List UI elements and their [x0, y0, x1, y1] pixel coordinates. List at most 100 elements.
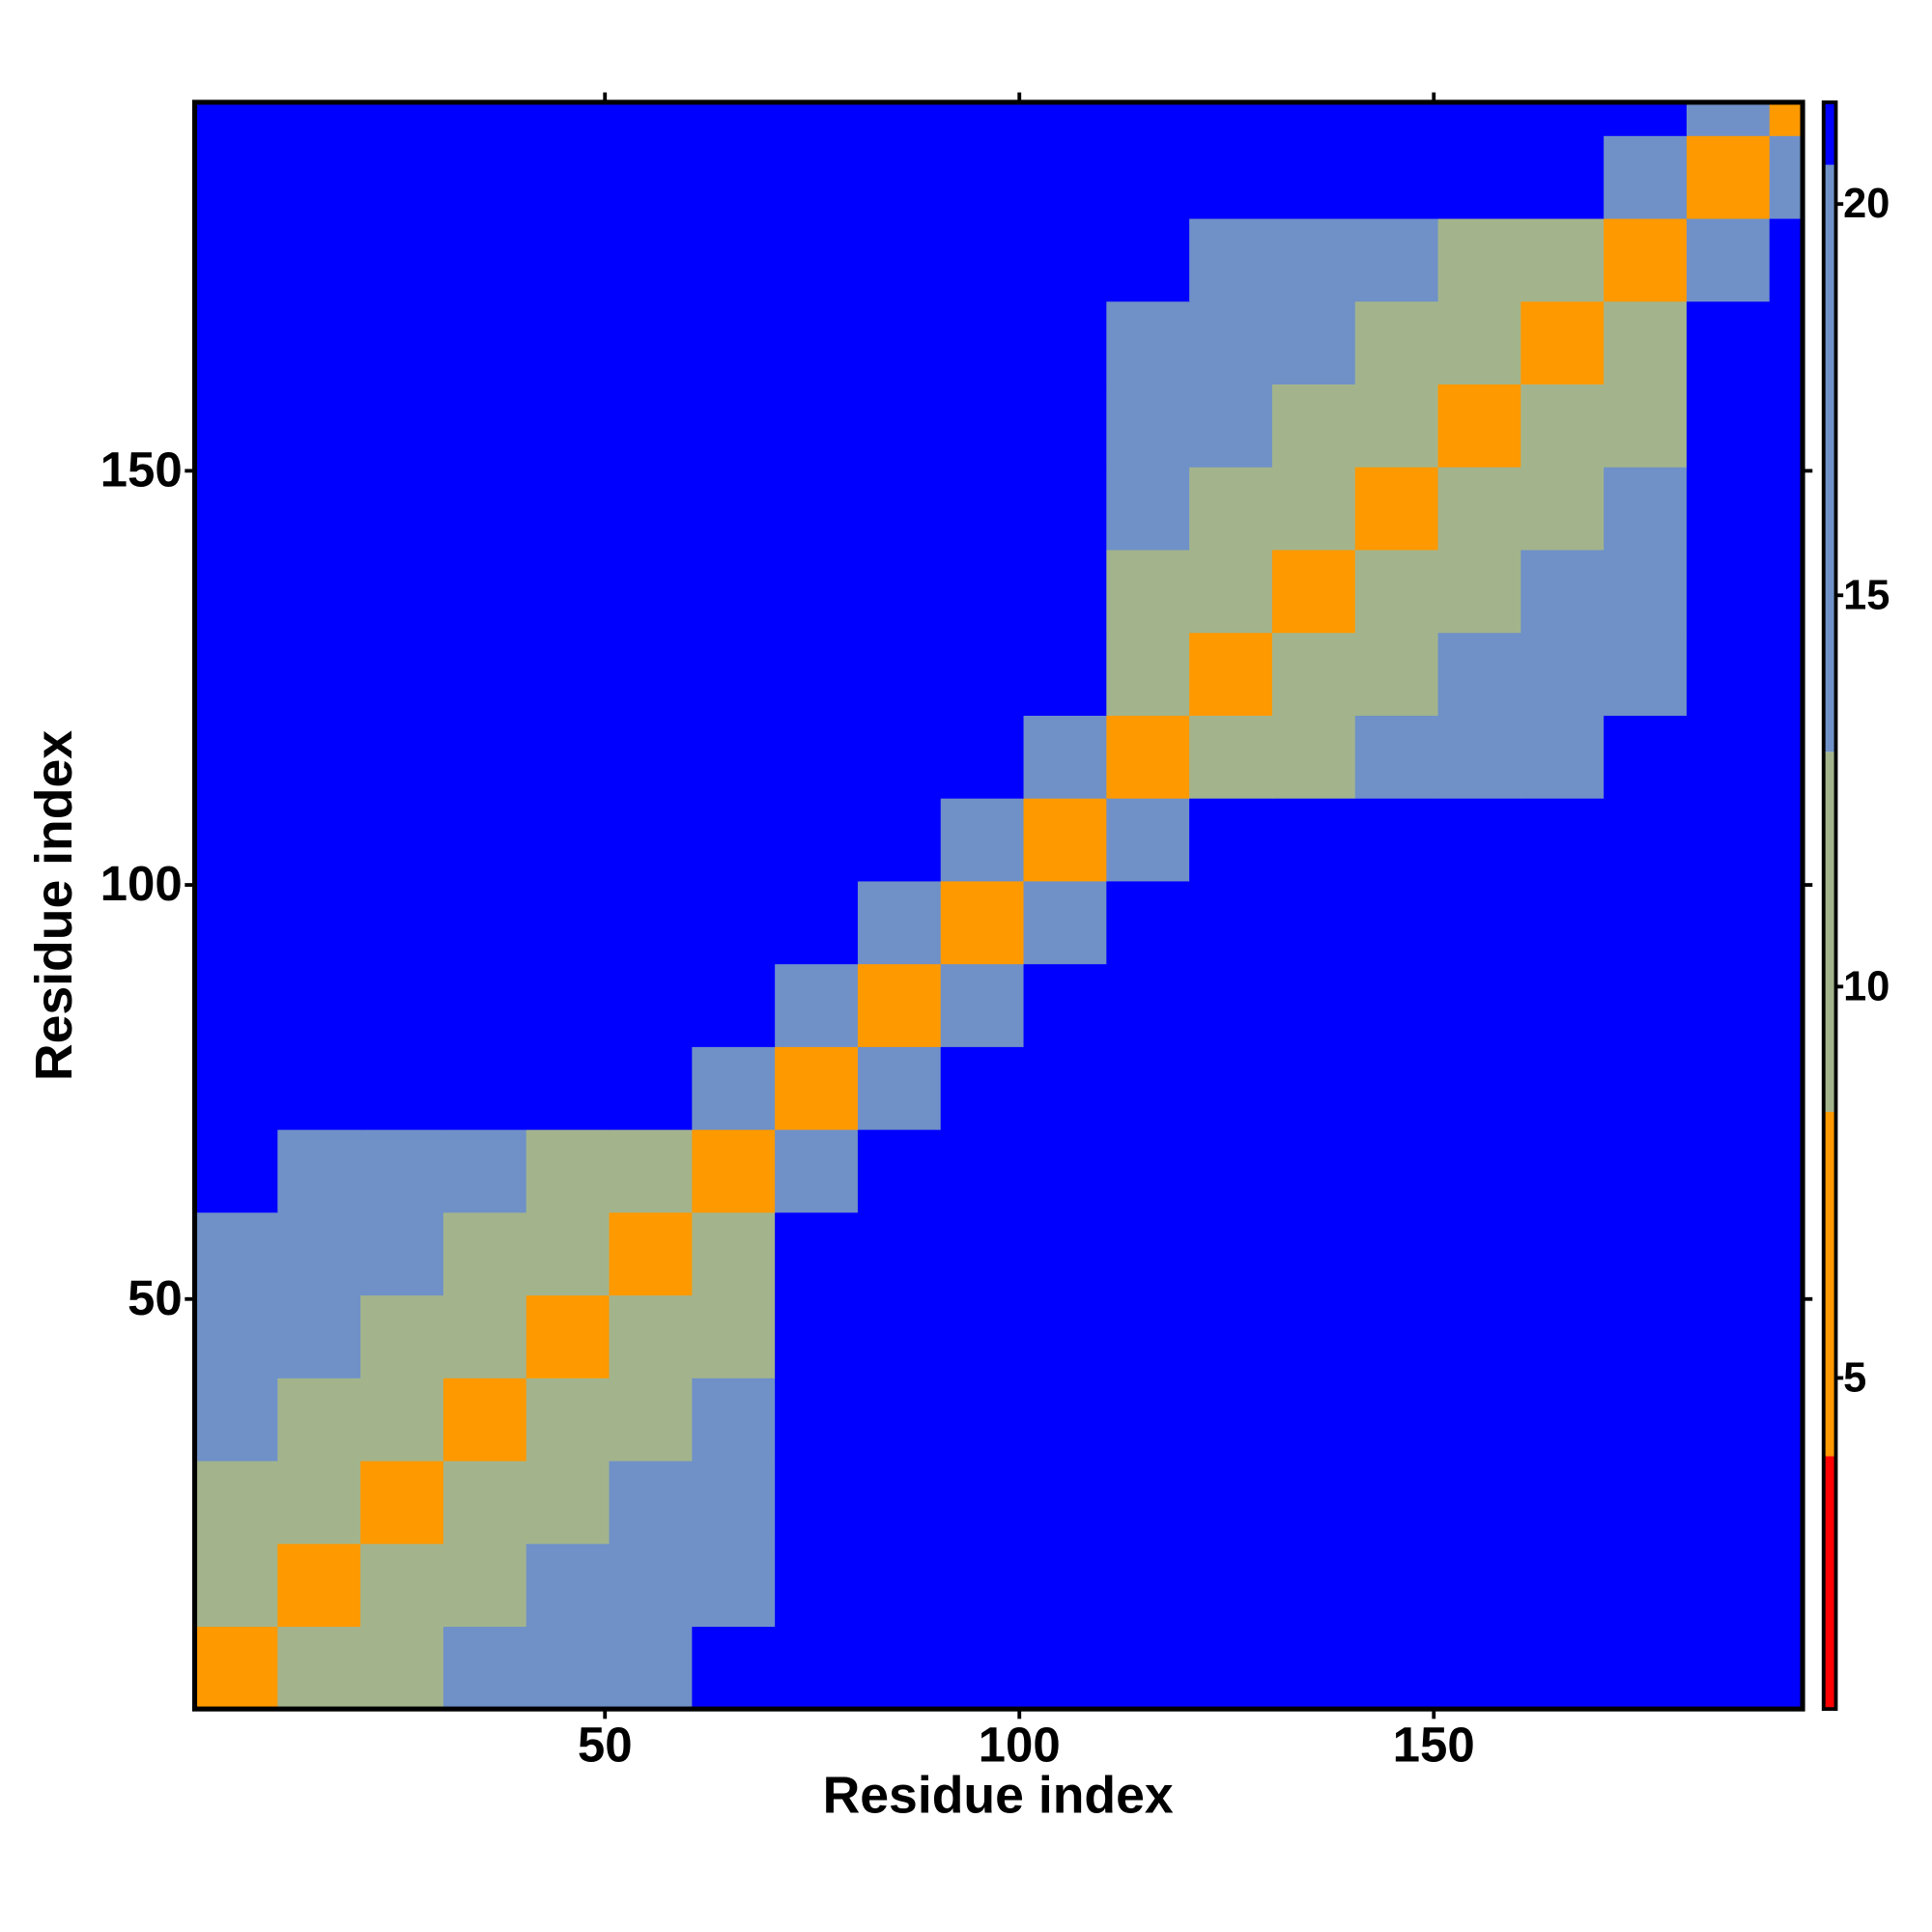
heatmap-cell	[442, 384, 527, 468]
heatmap-cell	[1604, 217, 1688, 302]
heatmap-cell	[1354, 1460, 1439, 1545]
heatmap-cell	[1604, 1626, 1688, 1710]
heatmap-cell	[1189, 1378, 1273, 1462]
heatmap-cell	[1437, 632, 1521, 716]
heatmap-cell	[1189, 632, 1273, 716]
heatmap-cell	[1271, 1543, 1356, 1628]
heatmap-cell	[1354, 880, 1439, 965]
heatmap-cell	[1189, 798, 1273, 882]
heatmap-cell	[775, 101, 859, 136]
heatmap-cell	[277, 1211, 361, 1296]
heatmap-cell	[1769, 1460, 1804, 1545]
heatmap-cell	[692, 1046, 776, 1130]
heatmap-cell	[1106, 1128, 1190, 1213]
axes: 50 100 150 50 100 150	[100, 92, 1813, 1772]
heatmap-cell	[1437, 798, 1521, 882]
heatmap-cell	[940, 1294, 1025, 1378]
heatmap-cell	[526, 135, 611, 219]
heatmap-cell	[1354, 1543, 1439, 1628]
heatmap-cell	[194, 715, 278, 799]
heatmap-cell	[1106, 1626, 1190, 1710]
heatmap-cell	[1686, 963, 1771, 1047]
heatmap-cell	[526, 1378, 611, 1462]
heatmap-cell	[1769, 1543, 1804, 1628]
heatmap-cell	[1271, 384, 1356, 468]
heatmap-cell	[1106, 135, 1190, 219]
heatmap-cell	[1604, 1128, 1688, 1213]
heatmap-cell	[360, 1543, 444, 1628]
heatmap-cell	[194, 880, 278, 965]
heatmap-cell	[1271, 715, 1356, 799]
heatmap-cell	[1437, 1626, 1521, 1710]
heatmap-cell	[1023, 1128, 1107, 1213]
heatmap-cell	[609, 217, 693, 302]
heatmap-cell	[1354, 384, 1439, 468]
heatmap-cell	[1769, 1128, 1804, 1213]
heatmap-cell	[526, 963, 611, 1047]
heatmap-cell	[1769, 384, 1804, 468]
heatmap-cell	[940, 1460, 1025, 1545]
heatmap-cell	[692, 1543, 776, 1628]
x-tick-label: 50	[578, 1717, 633, 1772]
heatmap-cell	[857, 715, 942, 799]
heatmap-cell	[775, 467, 859, 551]
heatmap-cell	[940, 300, 1025, 385]
heatmap-cell	[692, 467, 776, 551]
heatmap-cell	[1686, 300, 1771, 385]
y-axis-label: Residue index	[26, 730, 83, 1081]
x-tick-label: 100	[979, 1717, 1061, 1772]
heatmap-cell	[277, 963, 361, 1047]
heatmap-cell	[940, 549, 1025, 634]
heatmap-cell	[1520, 1626, 1605, 1710]
heatmap-cell	[1354, 549, 1439, 634]
heatmap-cell	[857, 798, 942, 882]
heatmap-cell	[857, 1543, 942, 1628]
heatmap-cell	[1189, 384, 1273, 468]
heatmap-cell	[692, 101, 776, 136]
heatmap-cell	[442, 1211, 527, 1296]
heatmap-cell	[360, 715, 444, 799]
heatmap-cell	[526, 384, 611, 468]
heatmap-cell	[1023, 467, 1107, 551]
heatmap-cell	[526, 549, 611, 634]
heatmap-cell	[775, 1543, 859, 1628]
heatmap-cell	[1023, 101, 1107, 136]
heatmap-cell	[857, 1211, 942, 1296]
heatmap-cell	[692, 715, 776, 799]
heatmap-cell	[360, 101, 444, 136]
heatmap-cell	[360, 963, 444, 1047]
heatmap-cell	[1769, 467, 1804, 551]
heatmap-cell	[1023, 1211, 1107, 1296]
heatmap-cell	[609, 1046, 693, 1130]
heatmap-cell	[857, 217, 942, 302]
heatmap-cell	[1520, 467, 1605, 551]
heatmap-cell	[194, 135, 278, 219]
heatmap-cell	[1106, 632, 1190, 716]
heatmap-cell	[775, 715, 859, 799]
y-tick-label: 100	[100, 856, 183, 911]
heatmap-cell	[526, 467, 611, 551]
heatmap-cell	[1686, 1378, 1771, 1462]
heatmap-cell	[277, 798, 361, 882]
heatmap-cell	[1106, 798, 1190, 882]
heatmap-cell	[442, 1128, 527, 1213]
heatmap-cell	[857, 1128, 942, 1213]
heatmap-cell	[194, 1046, 278, 1130]
heatmap-cell	[1023, 798, 1107, 882]
heatmap-cell	[277, 384, 361, 468]
heatmap-cell	[857, 1046, 942, 1130]
heatmap-cell	[526, 101, 611, 136]
heatmap-cell	[360, 549, 444, 634]
heatmap-cell	[194, 300, 278, 385]
heatmap-cell	[526, 632, 611, 716]
heatmap-cell	[1520, 1128, 1605, 1213]
heatmap-cell	[1106, 880, 1190, 965]
heatmap-cell	[1271, 1046, 1356, 1130]
heatmap-cell	[1189, 300, 1273, 385]
heatmap-cell	[277, 300, 361, 385]
heatmap-cell	[1686, 1211, 1771, 1296]
heatmap-cell	[857, 135, 942, 219]
colorbar-tick-label: 15	[1843, 572, 1889, 618]
heatmap-cell	[526, 300, 611, 385]
